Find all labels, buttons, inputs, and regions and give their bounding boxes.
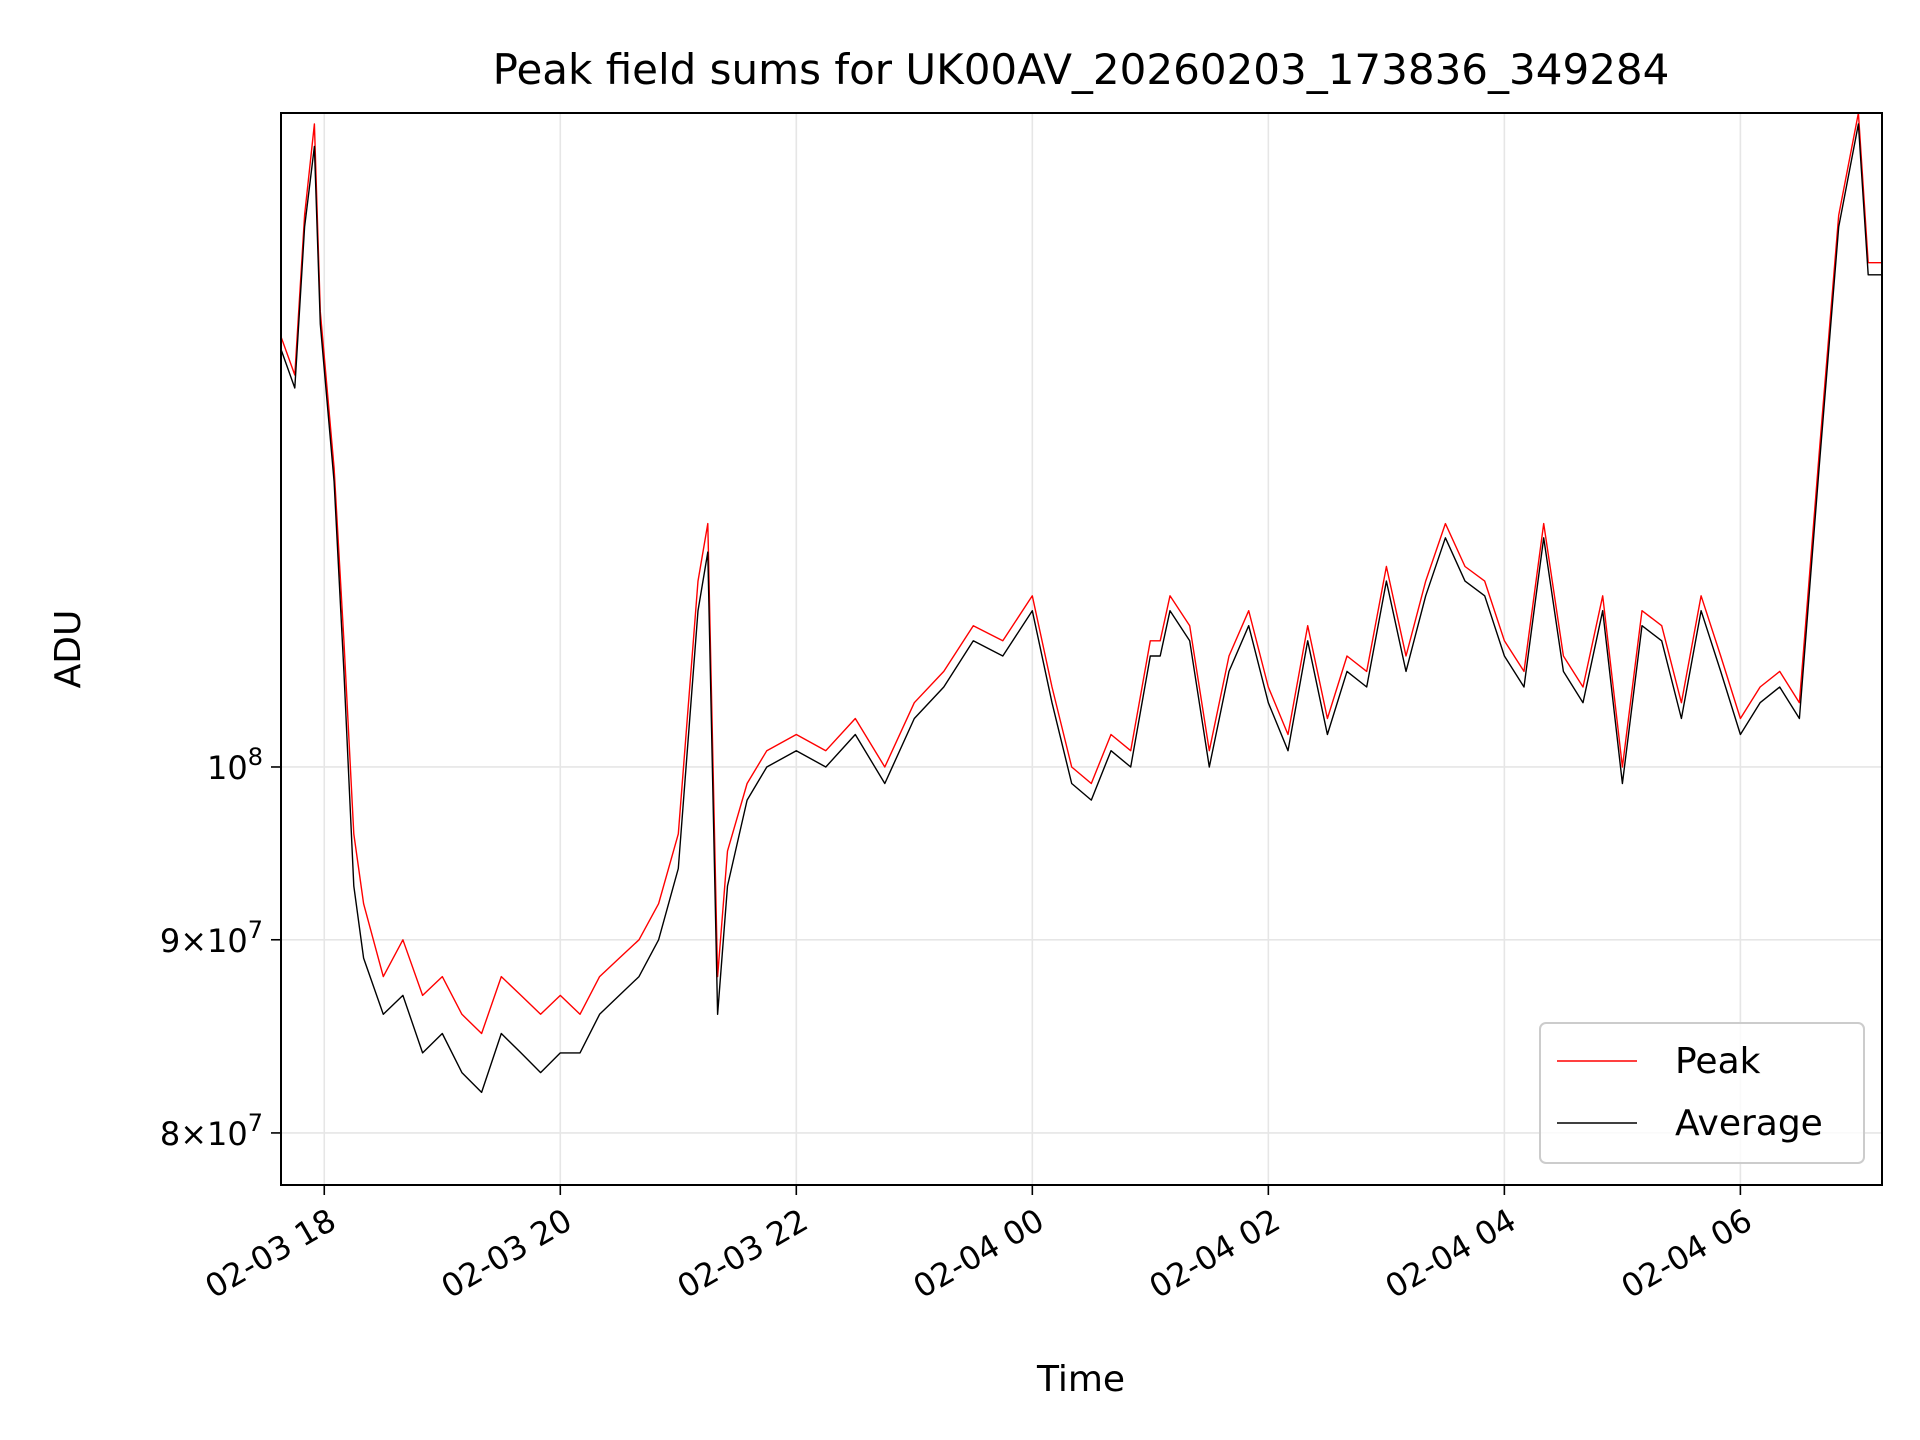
legend: Peak Average (1539, 1022, 1865, 1164)
x-axis-label: Time (1036, 1359, 1125, 1400)
grid (281, 113, 1882, 1185)
plot-frame (280, 112, 1883, 1186)
legend-peak-label: Peak (1675, 1041, 1761, 1082)
legend-average-label: Average (1675, 1103, 1823, 1144)
series-line-peak (280, 112, 1882, 1035)
series-layer (280, 112, 1882, 1094)
series-line-average (280, 123, 1882, 1094)
y-axis-label: ADU (48, 610, 89, 689)
legend-box (1539, 1022, 1865, 1164)
y-tick-label: 9×107 (160, 916, 263, 960)
y-tick-label: 8×107 (160, 1109, 263, 1153)
chart-title: Peak field sums for UK00AV_20260203_1738… (493, 45, 1670, 94)
